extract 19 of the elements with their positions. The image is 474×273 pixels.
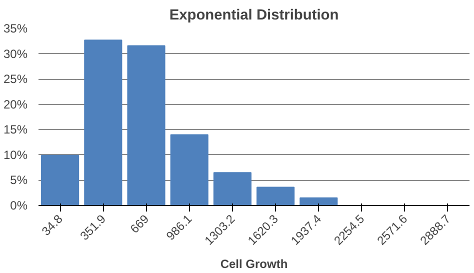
bar: [41, 154, 80, 206]
y-tick-label: 30%: [3, 46, 28, 61]
y-tick-label: 0%: [10, 198, 28, 212]
x-axis-title: Cell Growth: [220, 256, 288, 271]
bar: [300, 197, 338, 206]
chart-title: Exponential Distribution: [169, 8, 339, 24]
bar: [170, 134, 208, 206]
bar: [256, 186, 295, 206]
bar: [84, 40, 122, 206]
bar: [213, 172, 252, 206]
y-tick-label: 15%: [3, 122, 28, 137]
x-tick-label: 34.8: [38, 212, 66, 238]
y-tick-label: 10%: [3, 148, 28, 162]
bar: [127, 45, 166, 206]
y-tick-label: 5%: [10, 173, 28, 188]
y-tick-label: 25%: [3, 72, 28, 86]
x-tick-label: 669: [127, 212, 152, 236]
y-tick-label: 35%: [3, 22, 28, 36]
y-tick-label: 20%: [3, 97, 28, 112]
